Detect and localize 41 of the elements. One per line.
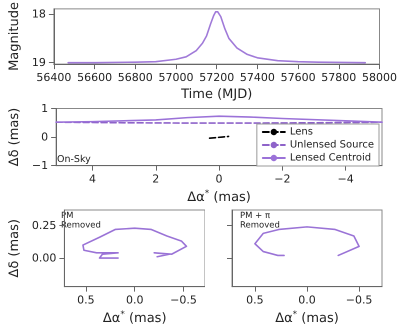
x-tick-label: 57200 [199,71,234,84]
y-tick-label: −1 [32,159,48,172]
y-axis-title: Δδ (mas) [7,108,22,166]
x-tick-label: 56600 [77,71,112,84]
x-tick-label: 58000 [362,71,398,84]
y-axis-title: Δδ (mas) [7,219,22,278]
x-axis-title: Time (MJD) [180,87,252,102]
x-axis-title: Δα* (mas) [102,310,167,326]
legend-label: Lensed Centroid [290,152,372,164]
x-tick-label: 2 [152,172,160,186]
x-tick-label: 56800 [118,71,153,84]
x-tick-label: 56400 [36,71,72,84]
x-tick-label: −2 [274,172,290,186]
y-axis-title: Magnitude [7,2,22,71]
x-tick-label: 57400 [240,71,275,84]
y-tick-label: 19 [32,56,46,70]
x-tick-label: 57600 [280,71,316,84]
x-tick-label: −4 [338,172,354,186]
x-tick-label: 57800 [321,71,356,84]
annotation: PM + π Removed [240,210,280,230]
x-axis-title: Δα* (mas) [275,310,339,326]
x-tick-label: 0.5 [77,294,95,307]
x-tick-label: 0.0 [126,294,144,307]
x-tick-label: 0 [216,172,223,186]
x-tick-label: −0.5 [170,294,197,307]
annotation: On-Sky [57,154,92,165]
legend-label: Unlensed Source [290,140,374,150]
y-tick-label: 0.25 [32,219,56,232]
y-tick-label: 1 [41,102,48,115]
line-series [67,10,366,64]
y-tick-label: 0.00 [32,252,56,265]
x-tick-label: 0.5 [246,294,264,307]
x-tick-label: 57000 [158,71,194,84]
x-tick-label: −0.5 [346,294,372,307]
x-tick-label: 0.0 [298,294,316,307]
y-tick-label: 0 [41,130,48,144]
legend-label: Lens [290,126,313,138]
x-tick-label: 4 [89,172,96,186]
line-series [82,227,188,259]
x-axis-title: Δα* (mas) [187,189,251,205]
y-tick-label: 18 [32,8,46,21]
